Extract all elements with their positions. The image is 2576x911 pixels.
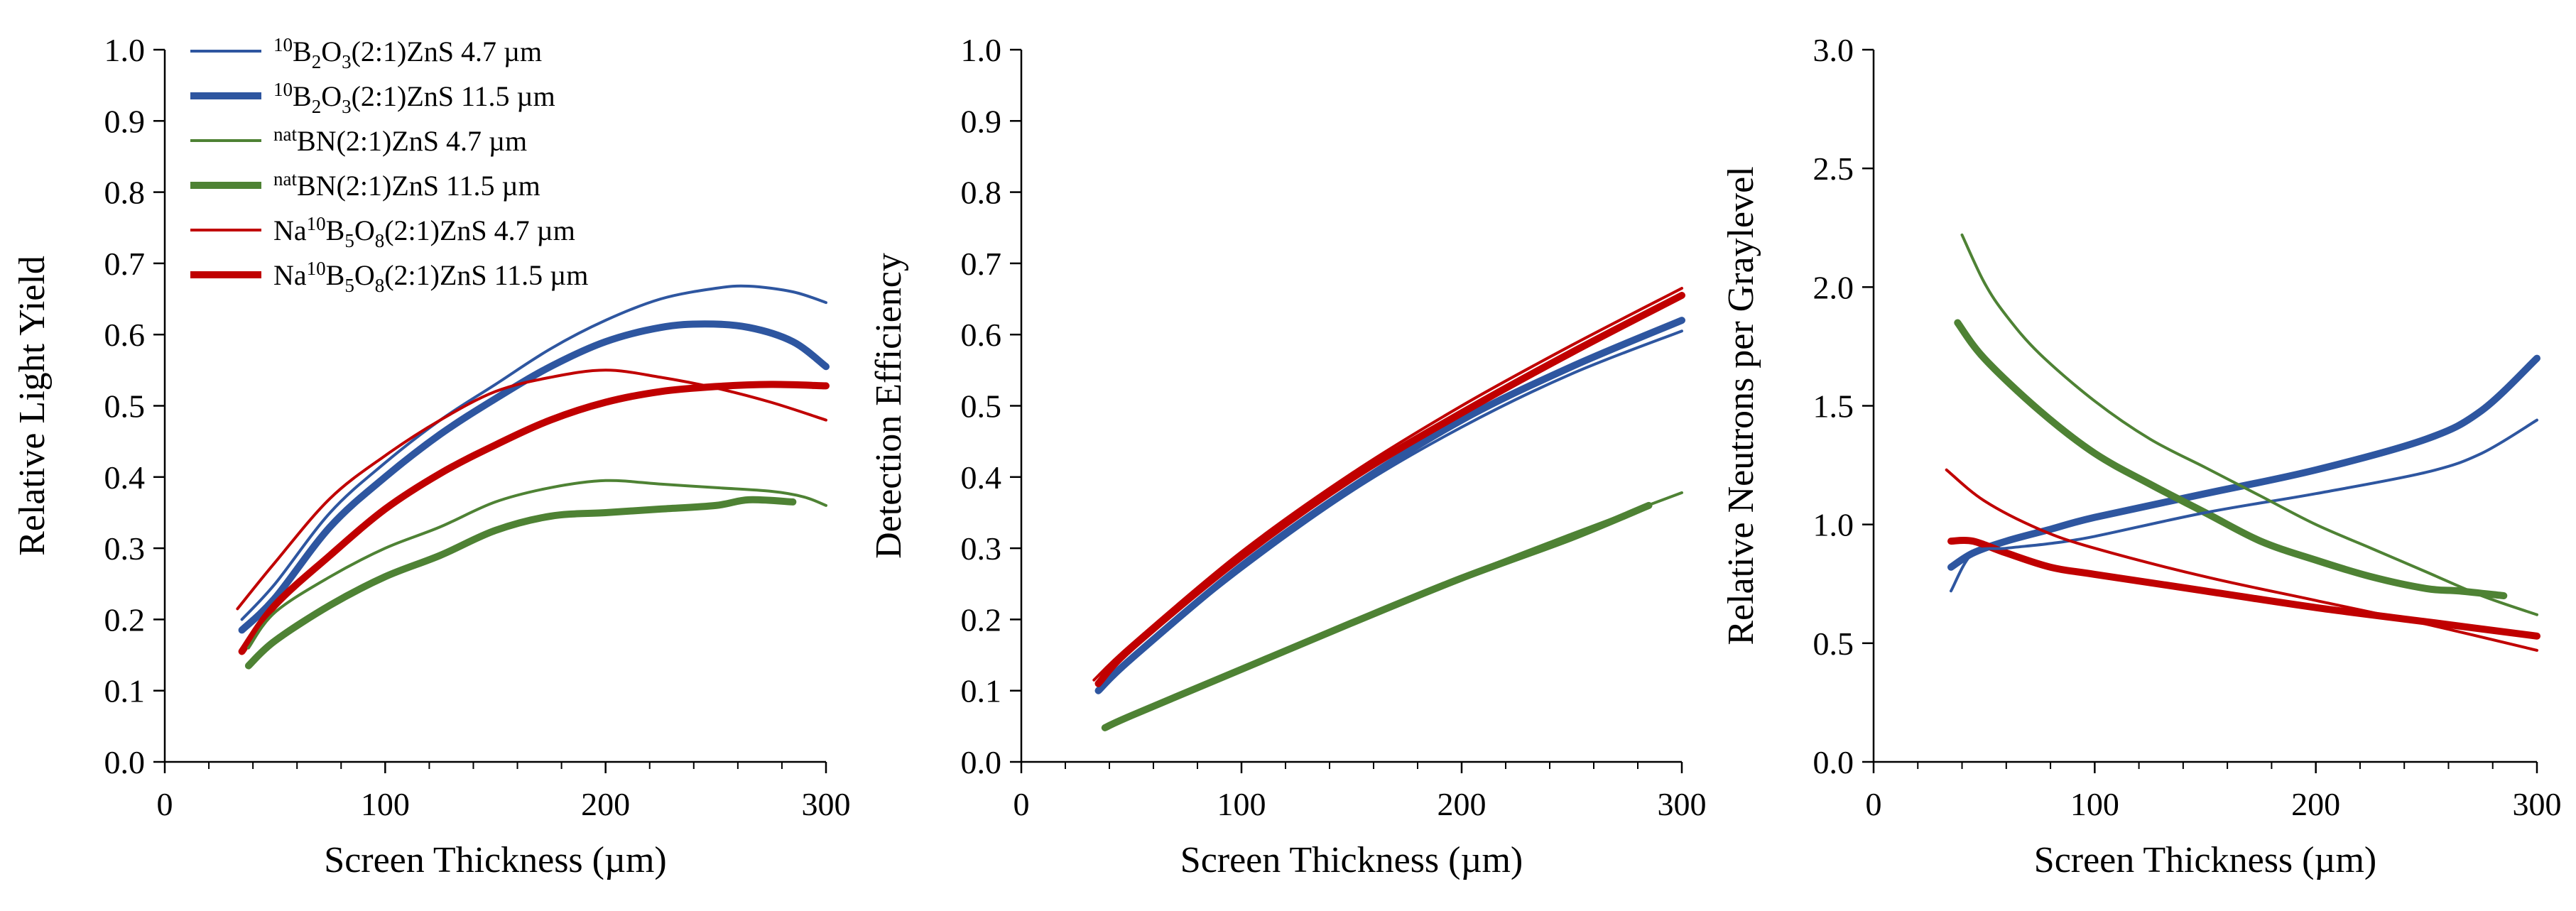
y-tick-label: 2.0: [1813, 269, 1854, 305]
series-line-green-thick: [1954, 319, 2508, 599]
y-tick-label: 0.5: [961, 388, 1002, 425]
y-tick-label: 0.0: [104, 744, 146, 780]
series-line-blue-thick: [1094, 317, 1685, 694]
y-tick-label: 0.9: [104, 103, 146, 139]
x-tick-label: 200: [581, 786, 630, 822]
y-tick-label: 3.0: [1813, 32, 1854, 68]
y-tick-label: 0.1: [961, 673, 1002, 709]
series-line-blue-thin: [1950, 418, 2538, 593]
legend-entry-label: 10B2O3(2:1)ZnS 4.7 µm: [273, 34, 542, 72]
series-line-green-thick: [244, 496, 797, 670]
x-tick-label: 100: [2070, 786, 2119, 822]
x-tick-label: 0: [157, 786, 173, 822]
y-tick-label: 1.0: [961, 32, 1002, 68]
x-axis-title: Screen Thickness (µm): [2034, 840, 2376, 880]
series-line-red-thin: [1945, 468, 2538, 652]
y-tick-label: 0.6: [104, 317, 146, 353]
chart-relative-neutrons-per-graylevel: 0.0 0.5 1.0 1.5 2.0 2.5 3.0 0 100 200 300 Relative…: [1721, 32, 2562, 880]
y-tick-label: 0.0: [1813, 744, 1854, 780]
y-tick-label: 0.5: [1813, 626, 1854, 662]
y-tick-label: 0.9: [961, 103, 1002, 139]
x-tick-label: 200: [2291, 786, 2340, 822]
y-tick-label: 1.0: [104, 32, 146, 68]
series-line-green-thick: [1101, 501, 1653, 731]
y-tick-label: 0.6: [961, 317, 1002, 353]
x-tick-label: 100: [361, 786, 410, 822]
y-tick-label: 0.4: [961, 459, 1002, 496]
x-tick-label: 200: [1438, 786, 1487, 822]
chart-detection-efficiency: 0.0 0.1 0.2 0.3 0.4 0.5 0.6 0.7 0.8 0.9 1.0 0 100 200…: [869, 32, 1707, 880]
y-tick-label: 0.4: [104, 459, 146, 496]
y-tick-label: 0.8: [961, 175, 1002, 211]
x-axis-title: Screen Thickness (µm): [1180, 840, 1523, 880]
series-line-blue-thin: [1097, 329, 1683, 692]
x-axis-title: Screen Thickness (µm): [324, 840, 666, 880]
y-tick-label: 0.3: [104, 530, 146, 567]
series-line-green-thin: [1103, 491, 1683, 729]
legend-entry-label: Na10B5O8(2:1)ZnS 11.5 µm: [273, 258, 588, 296]
series-line-green-thin: [1960, 233, 2538, 616]
y-tick-label: 0.3: [961, 530, 1002, 567]
y-tick-label: 1.0: [1813, 507, 1854, 543]
x-tick-label: 300: [2513, 786, 2562, 822]
series-line-red-thin: [236, 369, 827, 611]
legend-entry-label: natBN(2:1)ZnS 4.7 µm: [273, 124, 527, 157]
legend-entry-label: Na10B5O8(2:1)ZnS 4.7 µm: [273, 213, 575, 251]
y-tick-label: 0.7: [104, 246, 146, 282]
series-line-red-thin: [1092, 287, 1683, 682]
x-tick-label: 300: [1658, 786, 1707, 822]
y-tick-label: 0.2: [104, 601, 146, 638]
y-axis-title: Detection Efficiency: [869, 253, 909, 559]
series-line-blue-thick: [1947, 354, 2540, 571]
y-tick-label: 0.5: [104, 388, 146, 425]
legend: 10B2O3(2:1)ZnS 4.7 µm 10B2O3(2:1)ZnS 11.5…: [190, 34, 588, 296]
y-tick-label: 0.7: [961, 246, 1002, 282]
series-line-blue-thick: [238, 320, 830, 634]
legend-entry-label: 10B2O3(2:1)ZnS 11.5 µm: [273, 79, 555, 117]
y-tick-label: 0.2: [961, 601, 1002, 638]
series-line-red-thick: [1094, 292, 1685, 687]
y-tick-label: 2.5: [1813, 151, 1854, 187]
y-tick-label: 0.8: [104, 175, 146, 211]
y-axis-title: Relative Neutrons per Graylevel: [1721, 166, 1761, 645]
y-tick-label: 0.1: [104, 673, 146, 709]
x-tick-label: 300: [802, 786, 851, 822]
chart-relative-light-yield: 0.0 0.1 0.2 0.3 0.4 0.5 0.6 0.7 0.8 0.9 1.0 0 100 200…: [12, 32, 851, 880]
y-tick-label: 1.5: [1813, 388, 1854, 425]
y-axis-title: Relative Light Yield: [12, 256, 53, 556]
x-tick-label: 0: [1013, 786, 1030, 822]
y-tick-label: 0.0: [961, 744, 1002, 780]
series-line-green-thin: [246, 479, 827, 650]
series-line-blue-thin: [240, 284, 827, 621]
x-tick-label: 100: [1217, 786, 1266, 822]
legend-entry-label: natBN(2:1)ZnS 11.5 µm: [273, 168, 540, 202]
x-tick-label: 0: [1866, 786, 1882, 822]
